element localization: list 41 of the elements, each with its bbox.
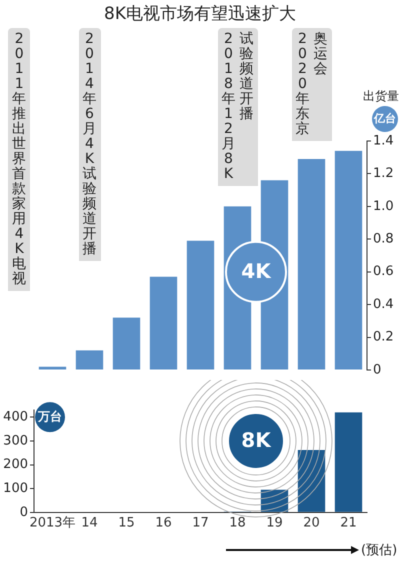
y-tick-label: 1.0 — [373, 198, 394, 214]
x-tick-label: 14 — [81, 516, 98, 531]
x-tick-label: 2013年 — [29, 516, 76, 531]
y-tick-label: 300 — [3, 433, 28, 448]
text: 2014年6月4K试验频道开播 — [82, 31, 96, 257]
bar — [298, 158, 326, 370]
bar — [38, 366, 66, 370]
x-tick-label: 17 — [192, 516, 209, 531]
bar — [334, 150, 362, 370]
x-tick-label: 21 — [340, 516, 357, 531]
x-tick-label: 20 — [303, 516, 320, 531]
bar — [76, 350, 104, 370]
y-tick-label: 0 — [20, 504, 28, 520]
y-tick-label: 0.6 — [373, 264, 394, 280]
y-tick-label: 1.2 — [373, 166, 394, 182]
x-tick-label: 15 — [118, 516, 135, 531]
y-tick-label: 0 — [373, 362, 382, 378]
y-tick-label: 400 — [3, 410, 28, 425]
y-tick-label: 200 — [3, 457, 28, 472]
x-tick-label: 18 — [229, 516, 246, 531]
bar — [112, 318, 140, 370]
series-label: 8K — [241, 428, 272, 452]
bar — [334, 412, 362, 512]
y-tick-label: 0.4 — [373, 296, 394, 312]
text: (预估) — [361, 542, 398, 559]
y-tick-label: 0.2 — [373, 330, 394, 345]
y-tick-label: 100 — [3, 480, 28, 496]
text: 2018年12月8K试验频道开播 — [222, 31, 254, 182]
x-tick-label: 16 — [155, 516, 172, 531]
y-axis-title: 出货量 — [363, 89, 399, 104]
y-axis-title: 万台 — [37, 409, 62, 424]
bar — [150, 276, 178, 370]
text: 亿台 — [373, 112, 396, 125]
x-tick-label: 19 — [266, 516, 283, 531]
chart-title: 8K电视市场有望迅速扩大 — [103, 3, 297, 25]
text: 2011年推出世界首款家用4K电视 — [12, 31, 26, 287]
text: 2020年东京奥运会 — [296, 31, 328, 137]
series-label: 4K — [241, 259, 272, 284]
y-tick-label: 0.8 — [373, 232, 394, 247]
bar — [186, 240, 214, 370]
y-tick-label: 1.4 — [373, 133, 394, 148]
